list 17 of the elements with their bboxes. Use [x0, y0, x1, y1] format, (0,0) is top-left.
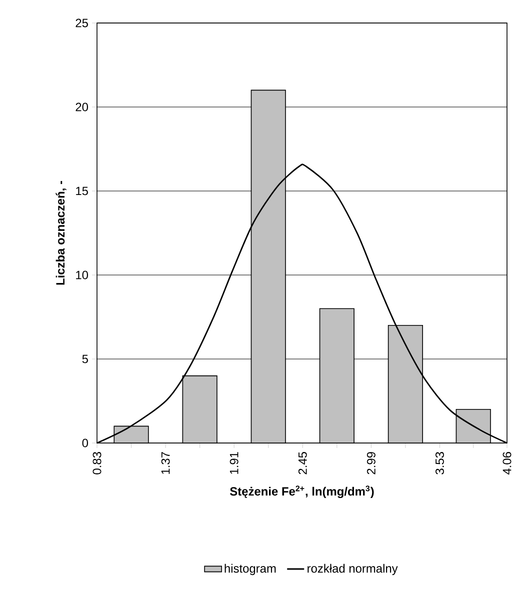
y-tick-label: 15 [76, 186, 88, 196]
y-tick-label: 20 [76, 102, 88, 112]
x-tick-label: 1.37 [161, 452, 170, 474]
x-tick-label: 1.91 [230, 452, 238, 474]
x-tick-label: 2.45 [298, 452, 307, 474]
y-axis-title: Liczba oznaczeń, - [56, 181, 66, 285]
y-tick-label: 5 [82, 354, 88, 364]
x-tick-label: 3.53 [436, 452, 444, 474]
x-axis-title: Stężenie Fe$^{2+}$, ln(mg/dm$^{3}$) [230, 486, 374, 498]
y-tick-label: 25 [76, 18, 88, 28]
y-tick-label: 10 [76, 270, 88, 280]
x-tick-label: 0.83 [92, 452, 102, 474]
legend-label: histogram [224, 564, 276, 576]
legend-label: rozkład normalny [308, 564, 398, 576]
x-tick-label: 2.99 [366, 452, 376, 474]
y-tick-label: 0 [82, 438, 88, 448]
x-tick-label: 4.06 [502, 452, 512, 475]
